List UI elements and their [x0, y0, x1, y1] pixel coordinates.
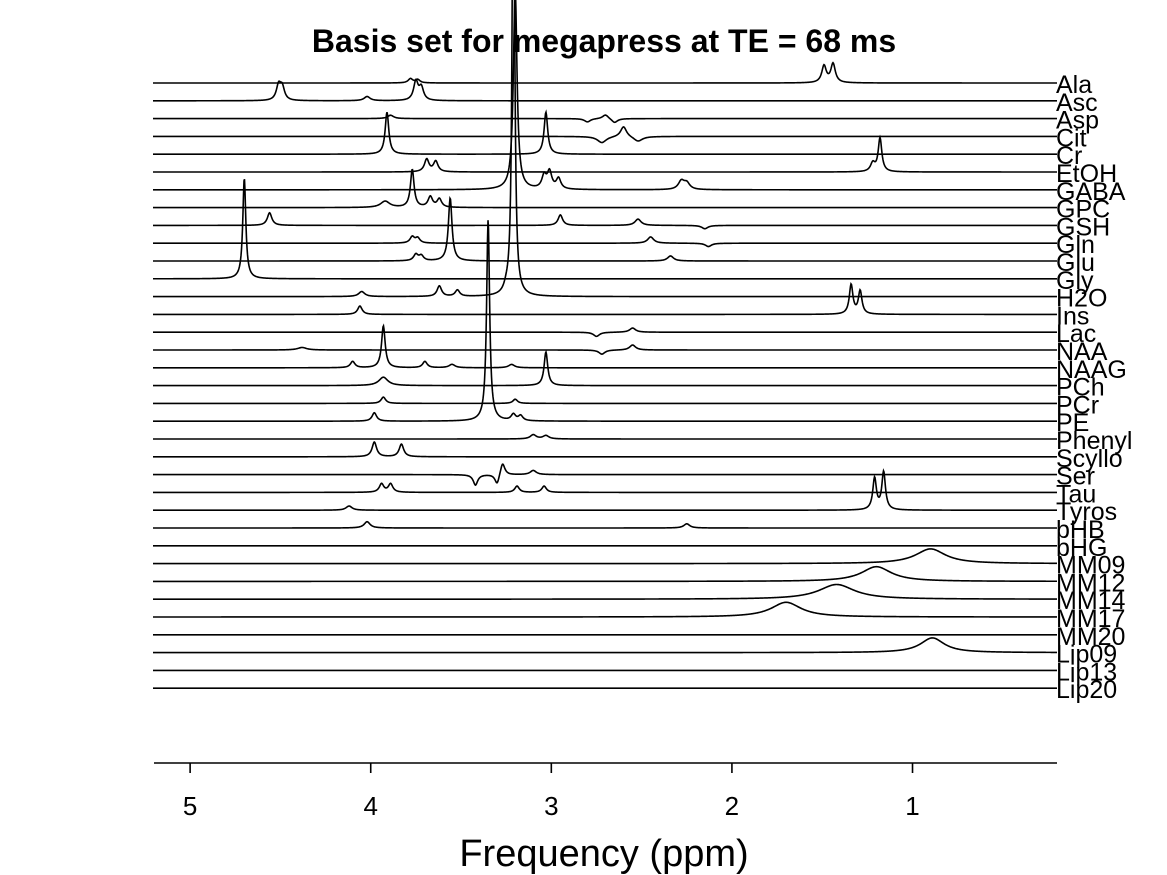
trace-label-naa: NAA — [1056, 338, 1108, 366]
trace-etoh — [153, 134, 1057, 173]
trace-ser — [153, 463, 1057, 487]
trace-label-gly: Gly — [1056, 267, 1094, 295]
trace-label-glu: Glu — [1056, 249, 1095, 277]
trace-scyllo — [153, 441, 1057, 458]
trace-label-tyros: Tyros — [1056, 498, 1117, 526]
trace-label-mm20: MM20 — [1056, 623, 1125, 651]
trace-lip09 — [153, 637, 1058, 654]
trace-label-ins: Ins — [1056, 302, 1089, 330]
trace-ins — [153, 281, 1057, 316]
x-tick-label-5: 5 — [183, 791, 197, 821]
trace-asp — [153, 114, 1057, 124]
trace-gly — [153, 178, 1057, 280]
trace-cit — [153, 126, 1057, 144]
trace-tyros — [153, 468, 1057, 512]
trace-glu — [153, 195, 1057, 262]
trace-label-lip13: Lip13 — [1056, 658, 1117, 686]
trace-label-gln: Gln — [1056, 231, 1095, 259]
trace-bhb — [153, 520, 1057, 529]
x-axis-label: Frequency (ppm) — [459, 833, 748, 875]
trace-label-asp: Asp — [1056, 107, 1099, 135]
trace-asc — [153, 78, 1057, 102]
trace-label-lac: Lac — [1056, 320, 1096, 348]
x-tick-label-2: 2 — [725, 791, 739, 821]
trace-mm09 — [153, 548, 1058, 565]
traces-group — [153, 0, 1058, 690]
x-tick-label-3: 3 — [544, 791, 558, 821]
trace-label-mm14: MM14 — [1056, 587, 1126, 615]
trace-label-scyllo: Scyllo — [1056, 445, 1123, 473]
trace-label-bhg: bHG — [1056, 534, 1107, 562]
chart-title: Basis set for megapress at TE = 68 ms — [312, 23, 896, 59]
trace-label-mm12: MM12 — [1056, 569, 1125, 597]
trace-label-lip09: Lip09 — [1056, 641, 1117, 669]
trace-label-bhb: bHB — [1056, 516, 1105, 544]
trace-mm17 — [153, 601, 1057, 618]
trace-label-tau: Tau — [1056, 480, 1096, 508]
x-ticks-group: 5 4 3 2 1 — [183, 763, 920, 821]
trace-h2o — [153, 0, 1057, 298]
trace-label-lip20: Lip20 — [1056, 676, 1117, 704]
trace-phenyl — [153, 433, 1057, 440]
trace-label-asc: Asc — [1056, 89, 1098, 117]
trace-naag — [153, 323, 1057, 369]
trace-pch — [153, 349, 1057, 387]
trace-label-h2o: H2O — [1056, 285, 1107, 313]
trace-lac — [153, 327, 1057, 338]
trace-ala — [153, 61, 1057, 84]
trace-label-ser: Ser — [1056, 463, 1095, 491]
trace-label-pcr: PCr — [1056, 391, 1099, 419]
trace-gln — [153, 235, 1057, 248]
trace-label-gaba: GABA — [1056, 178, 1126, 206]
trace-label-etoh: EtOH — [1056, 160, 1117, 188]
trace-label-phenyl: Phenyl — [1056, 427, 1132, 455]
trace-tau — [153, 482, 1057, 494]
trace-label-cit: Cit — [1056, 124, 1087, 152]
trace-mm14 — [153, 583, 1057, 600]
trace-cr — [153, 109, 1057, 155]
trace-gsh — [153, 211, 1057, 230]
x-tick-label-4: 4 — [363, 791, 377, 821]
trace-gpc — [153, 168, 1057, 209]
trace-naa — [153, 344, 1057, 355]
trace-gaba — [153, 0, 1057, 191]
trace-label-naag: NAAG — [1056, 356, 1127, 384]
trace-label-pe: PE — [1056, 409, 1089, 437]
trace-label-ala: Ala — [1056, 71, 1092, 99]
x-tick-label-1: 1 — [905, 791, 919, 821]
trace-label-pch: PCh — [1056, 374, 1105, 402]
trace-label-gpc: GPC — [1056, 196, 1110, 224]
trace-mm12 — [153, 565, 1057, 583]
trace-pe — [153, 220, 1057, 423]
trace-label-mm09: MM09 — [1056, 552, 1125, 580]
trace-label-gsh: GSH — [1056, 213, 1110, 241]
trace-labels-group: AlaAscAspCitCrEtOHGABAGPCGSHGlnGluGlyH2O… — [1056, 71, 1132, 704]
trace-pcr — [153, 396, 1057, 405]
trace-label-mm17: MM17 — [1056, 605, 1125, 633]
trace-label-cr: Cr — [1056, 142, 1082, 170]
